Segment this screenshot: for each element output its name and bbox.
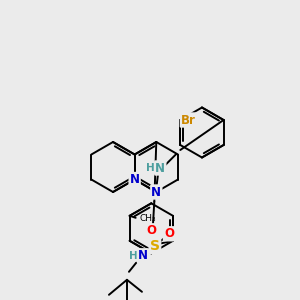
Text: H: H	[129, 251, 137, 261]
Text: CH₃: CH₃	[140, 214, 156, 223]
Text: N: N	[130, 173, 140, 186]
Text: O: O	[164, 227, 174, 240]
Text: N: N	[151, 185, 161, 199]
Text: Br: Br	[181, 113, 196, 127]
Text: O: O	[146, 224, 156, 237]
Text: S: S	[150, 239, 160, 253]
Text: N: N	[138, 249, 148, 262]
Text: H: H	[146, 163, 155, 173]
Text: N: N	[155, 161, 165, 175]
